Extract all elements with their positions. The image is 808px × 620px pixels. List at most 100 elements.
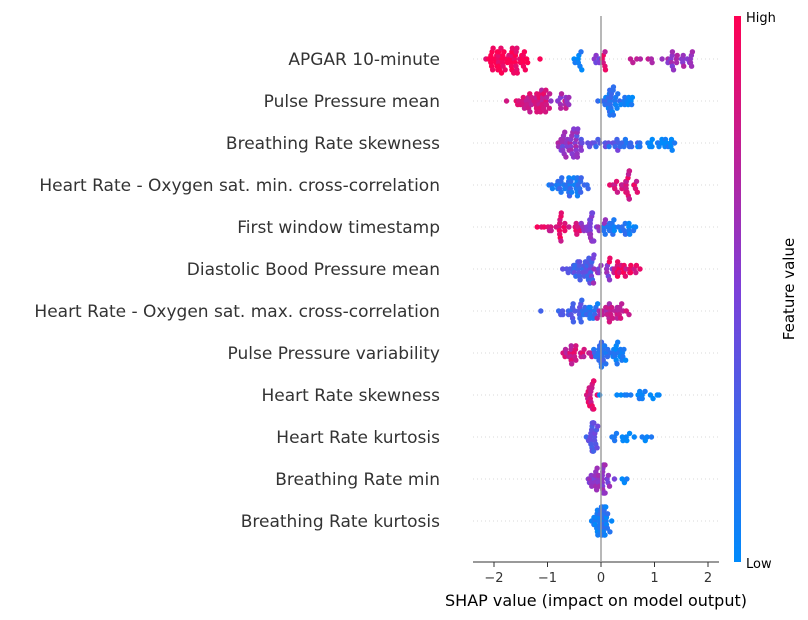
shap-point (648, 434, 655, 440)
shap-point (619, 182, 625, 188)
shap-point (594, 301, 601, 307)
shap-point (514, 70, 520, 76)
shap-point (595, 472, 602, 479)
shap-point (616, 269, 623, 276)
shap-point (656, 143, 662, 150)
shap-point (563, 105, 569, 111)
shap-point (578, 147, 585, 153)
shap-point (543, 101, 550, 108)
shap-point (681, 63, 687, 69)
shap-point (617, 315, 624, 321)
shap-point (626, 168, 633, 174)
shap-point (587, 311, 593, 318)
shap-point (591, 252, 597, 258)
x-axis-title: SHAP value (impact on model output) (445, 591, 747, 610)
shap-point (574, 193, 581, 199)
shap-point (489, 67, 496, 73)
shap-point (591, 406, 597, 412)
shap-point (674, 52, 680, 59)
shap-point (498, 45, 504, 51)
feature-label: Breathing Rate kurtosis (241, 512, 440, 532)
shap-point (578, 319, 584, 325)
shap-point (586, 255, 592, 261)
shap-point (607, 529, 613, 535)
shap-point (589, 483, 595, 489)
shap-point (602, 490, 608, 496)
shap-point (541, 224, 547, 230)
shap-point (549, 185, 556, 192)
row-guides (473, 58, 719, 522)
shap-point (562, 227, 568, 234)
shap-point (618, 392, 624, 398)
shap-point (606, 143, 612, 150)
shap-point (490, 45, 496, 51)
x-tick-label: 1 (650, 571, 658, 586)
shap-point (548, 98, 554, 104)
shap-point (626, 231, 633, 237)
shap-point (498, 70, 505, 76)
shap-point (622, 273, 629, 279)
shap-point (680, 52, 686, 59)
shap-point (524, 59, 531, 66)
shap-point (611, 217, 617, 223)
shap-point (602, 49, 608, 55)
shap-point (577, 189, 584, 195)
shap-point (628, 101, 635, 108)
shap-point (590, 448, 597, 454)
shap-point (558, 189, 564, 195)
shap-point (614, 392, 620, 398)
colorbar-title: Feature value (780, 238, 798, 340)
shap-point (618, 101, 624, 108)
shap-point (577, 277, 583, 283)
x-axis: −2 −1 0 1 2 (473, 561, 719, 586)
shap-point (587, 304, 593, 311)
shap-point (602, 217, 609, 223)
shap-point (611, 437, 618, 444)
shap-point (602, 67, 609, 73)
shap-point (668, 136, 675, 143)
shap-point (659, 56, 665, 62)
shap-point (559, 175, 565, 181)
shap-point (546, 91, 553, 97)
feature-label: Heart Rate skewness (261, 386, 440, 406)
shap-point (591, 238, 597, 244)
feature-label: First window timestamp (237, 218, 440, 238)
shap-point (615, 339, 621, 345)
shap-point (568, 189, 575, 195)
shap-point (568, 361, 575, 367)
feature-label: Breathing Rate skewness (226, 134, 440, 154)
shap-point (604, 353, 611, 360)
shap-point (610, 84, 617, 90)
shap-point (568, 178, 574, 185)
x-tick-label: 0 (597, 571, 605, 586)
shap-point (609, 518, 615, 524)
shap-point (622, 357, 629, 363)
shap-point (669, 147, 675, 153)
shap-point (614, 259, 621, 265)
shap-point (634, 189, 641, 195)
shap-point (604, 511, 611, 517)
shap-point (624, 476, 630, 482)
shap-point (673, 59, 680, 66)
shap-point (522, 67, 529, 73)
shap-point (570, 154, 577, 160)
shap-point (566, 94, 572, 101)
shap-point (588, 472, 594, 479)
shap-point (589, 210, 596, 216)
shap-point (613, 178, 620, 185)
feature-label: Diastolic Bood Pressure mean (187, 260, 440, 280)
shap-point (538, 308, 544, 314)
shap-point (558, 238, 564, 244)
shap-point (501, 49, 507, 55)
shap-point (613, 430, 620, 437)
shap-point (637, 266, 643, 272)
shap-point (581, 353, 587, 360)
shap-point (537, 56, 543, 62)
shap-point (591, 266, 597, 272)
shap-point (581, 346, 587, 353)
feature-label: Pulse Pressure variability (228, 344, 440, 364)
shap-point (626, 196, 633, 202)
shap-point (628, 392, 634, 398)
shap-point (602, 231, 608, 237)
shap-point (611, 476, 618, 482)
